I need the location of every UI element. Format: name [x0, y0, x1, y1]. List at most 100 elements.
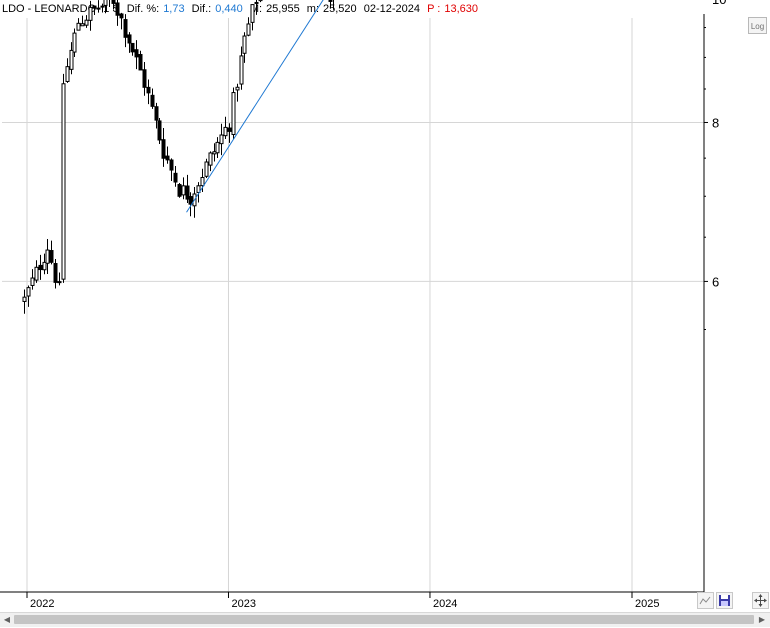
x-tick-label: 2023 [231, 598, 255, 610]
horizontal-scrollbar[interactable]: ◀ ▶ [0, 612, 770, 627]
candle [231, 87, 236, 140]
candle [119, 12, 124, 30]
candle-body-down [150, 94, 155, 107]
candle-body-up [223, 126, 228, 137]
candle [239, 46, 244, 90]
dif-value: 0,440 [215, 3, 243, 15]
candle [154, 102, 159, 129]
candle-body-down [173, 172, 178, 183]
candle-body-up [22, 296, 27, 302]
y-tick-label: 8 [712, 115, 719, 130]
pan-tool-button[interactable] [752, 592, 769, 609]
candle-body-up [57, 281, 62, 284]
p-value: 13,630 [444, 3, 478, 15]
scroll-right-icon[interactable]: ▶ [758, 615, 766, 624]
candle [38, 254, 43, 280]
candle [223, 116, 228, 139]
candle-body-up [250, 4, 255, 23]
date-value: 02-12-2024 [363, 3, 421, 15]
zigzag-tool-button[interactable] [697, 592, 714, 609]
candle [242, 32, 247, 63]
candle [96, 0, 101, 13]
min-value: 25,520 [323, 3, 357, 15]
candle-body-up [215, 141, 220, 154]
candle-body-up [231, 92, 236, 136]
candle-body-down [169, 159, 174, 171]
candle-body-up [26, 287, 31, 297]
candle [150, 88, 155, 109]
candle-body-down [157, 120, 162, 141]
candle-body-up [45, 249, 50, 264]
candle-body-up [219, 134, 224, 145]
candle-body-up [208, 152, 213, 166]
candle [49, 240, 54, 265]
candle [331, 0, 336, 10]
scroll-thumb[interactable] [14, 615, 754, 624]
candle [138, 50, 143, 71]
candle [177, 183, 182, 198]
candle-body-up [258, 0, 263, 2]
candle-body-down [161, 139, 166, 159]
candle-body-down [111, 0, 116, 4]
candle-body-up [69, 49, 74, 70]
candle-body-down [115, 2, 120, 16]
y-tick-label: 6 [712, 274, 719, 289]
candle-body-down [146, 86, 151, 94]
candle [161, 128, 166, 167]
candle-body-down [134, 49, 139, 58]
candle [215, 137, 220, 159]
candle-body-down [154, 106, 159, 121]
candle [111, 0, 116, 10]
candle [173, 165, 178, 187]
trendlines[interactable] [186, 0, 678, 213]
dif-pct-label: Dif. %: [126, 3, 160, 15]
candle-body-down [188, 196, 193, 205]
candle [235, 83, 240, 102]
candle [84, 15, 89, 28]
candle [30, 269, 35, 290]
candle-body-up [246, 23, 251, 36]
candle-body-down [53, 263, 58, 283]
candle-body-up [76, 22, 81, 31]
axes: 68101214161820222426282022202320242025 [0, 0, 726, 610]
grid [2, 18, 704, 592]
candle [109, 0, 110, 7]
candle [328, 0, 333, 9]
candle [76, 18, 81, 31]
save-icon [719, 595, 730, 606]
candle-body-down [254, 1, 259, 4]
candle [134, 40, 139, 70]
candle-body-up [181, 185, 186, 196]
min-label: m: [306, 3, 320, 15]
candle [254, 0, 259, 15]
candle [204, 158, 209, 178]
candle [123, 14, 128, 48]
candle-body-up [103, 0, 108, 6]
candle [42, 253, 47, 275]
save-button[interactable] [716, 592, 733, 609]
scroll-left-icon[interactable]: ◀ [3, 615, 11, 624]
candle [165, 146, 170, 164]
dif-pct-value: 1,73 [163, 3, 185, 15]
candle-body-up [34, 266, 39, 281]
candle [142, 61, 147, 96]
candle-body-down [119, 13, 124, 19]
x-tick-label: 2025 [635, 598, 659, 610]
candle-body-down [165, 155, 170, 161]
candle-body-down [127, 34, 132, 44]
candle [146, 79, 151, 105]
candle [92, 5, 97, 15]
candle [219, 123, 224, 156]
p-label: P : [427, 3, 441, 15]
candle [65, 58, 70, 83]
candle [181, 177, 186, 200]
candle-body-down [100, 5, 105, 8]
candle-body-down [227, 127, 232, 132]
candle-body-down [130, 42, 135, 53]
candle [185, 174, 190, 203]
candle [26, 285, 31, 307]
log-scale-button[interactable]: Log [748, 17, 767, 34]
candle [115, 0, 120, 26]
trendline-rising-support[interactable] [186, 0, 662, 213]
